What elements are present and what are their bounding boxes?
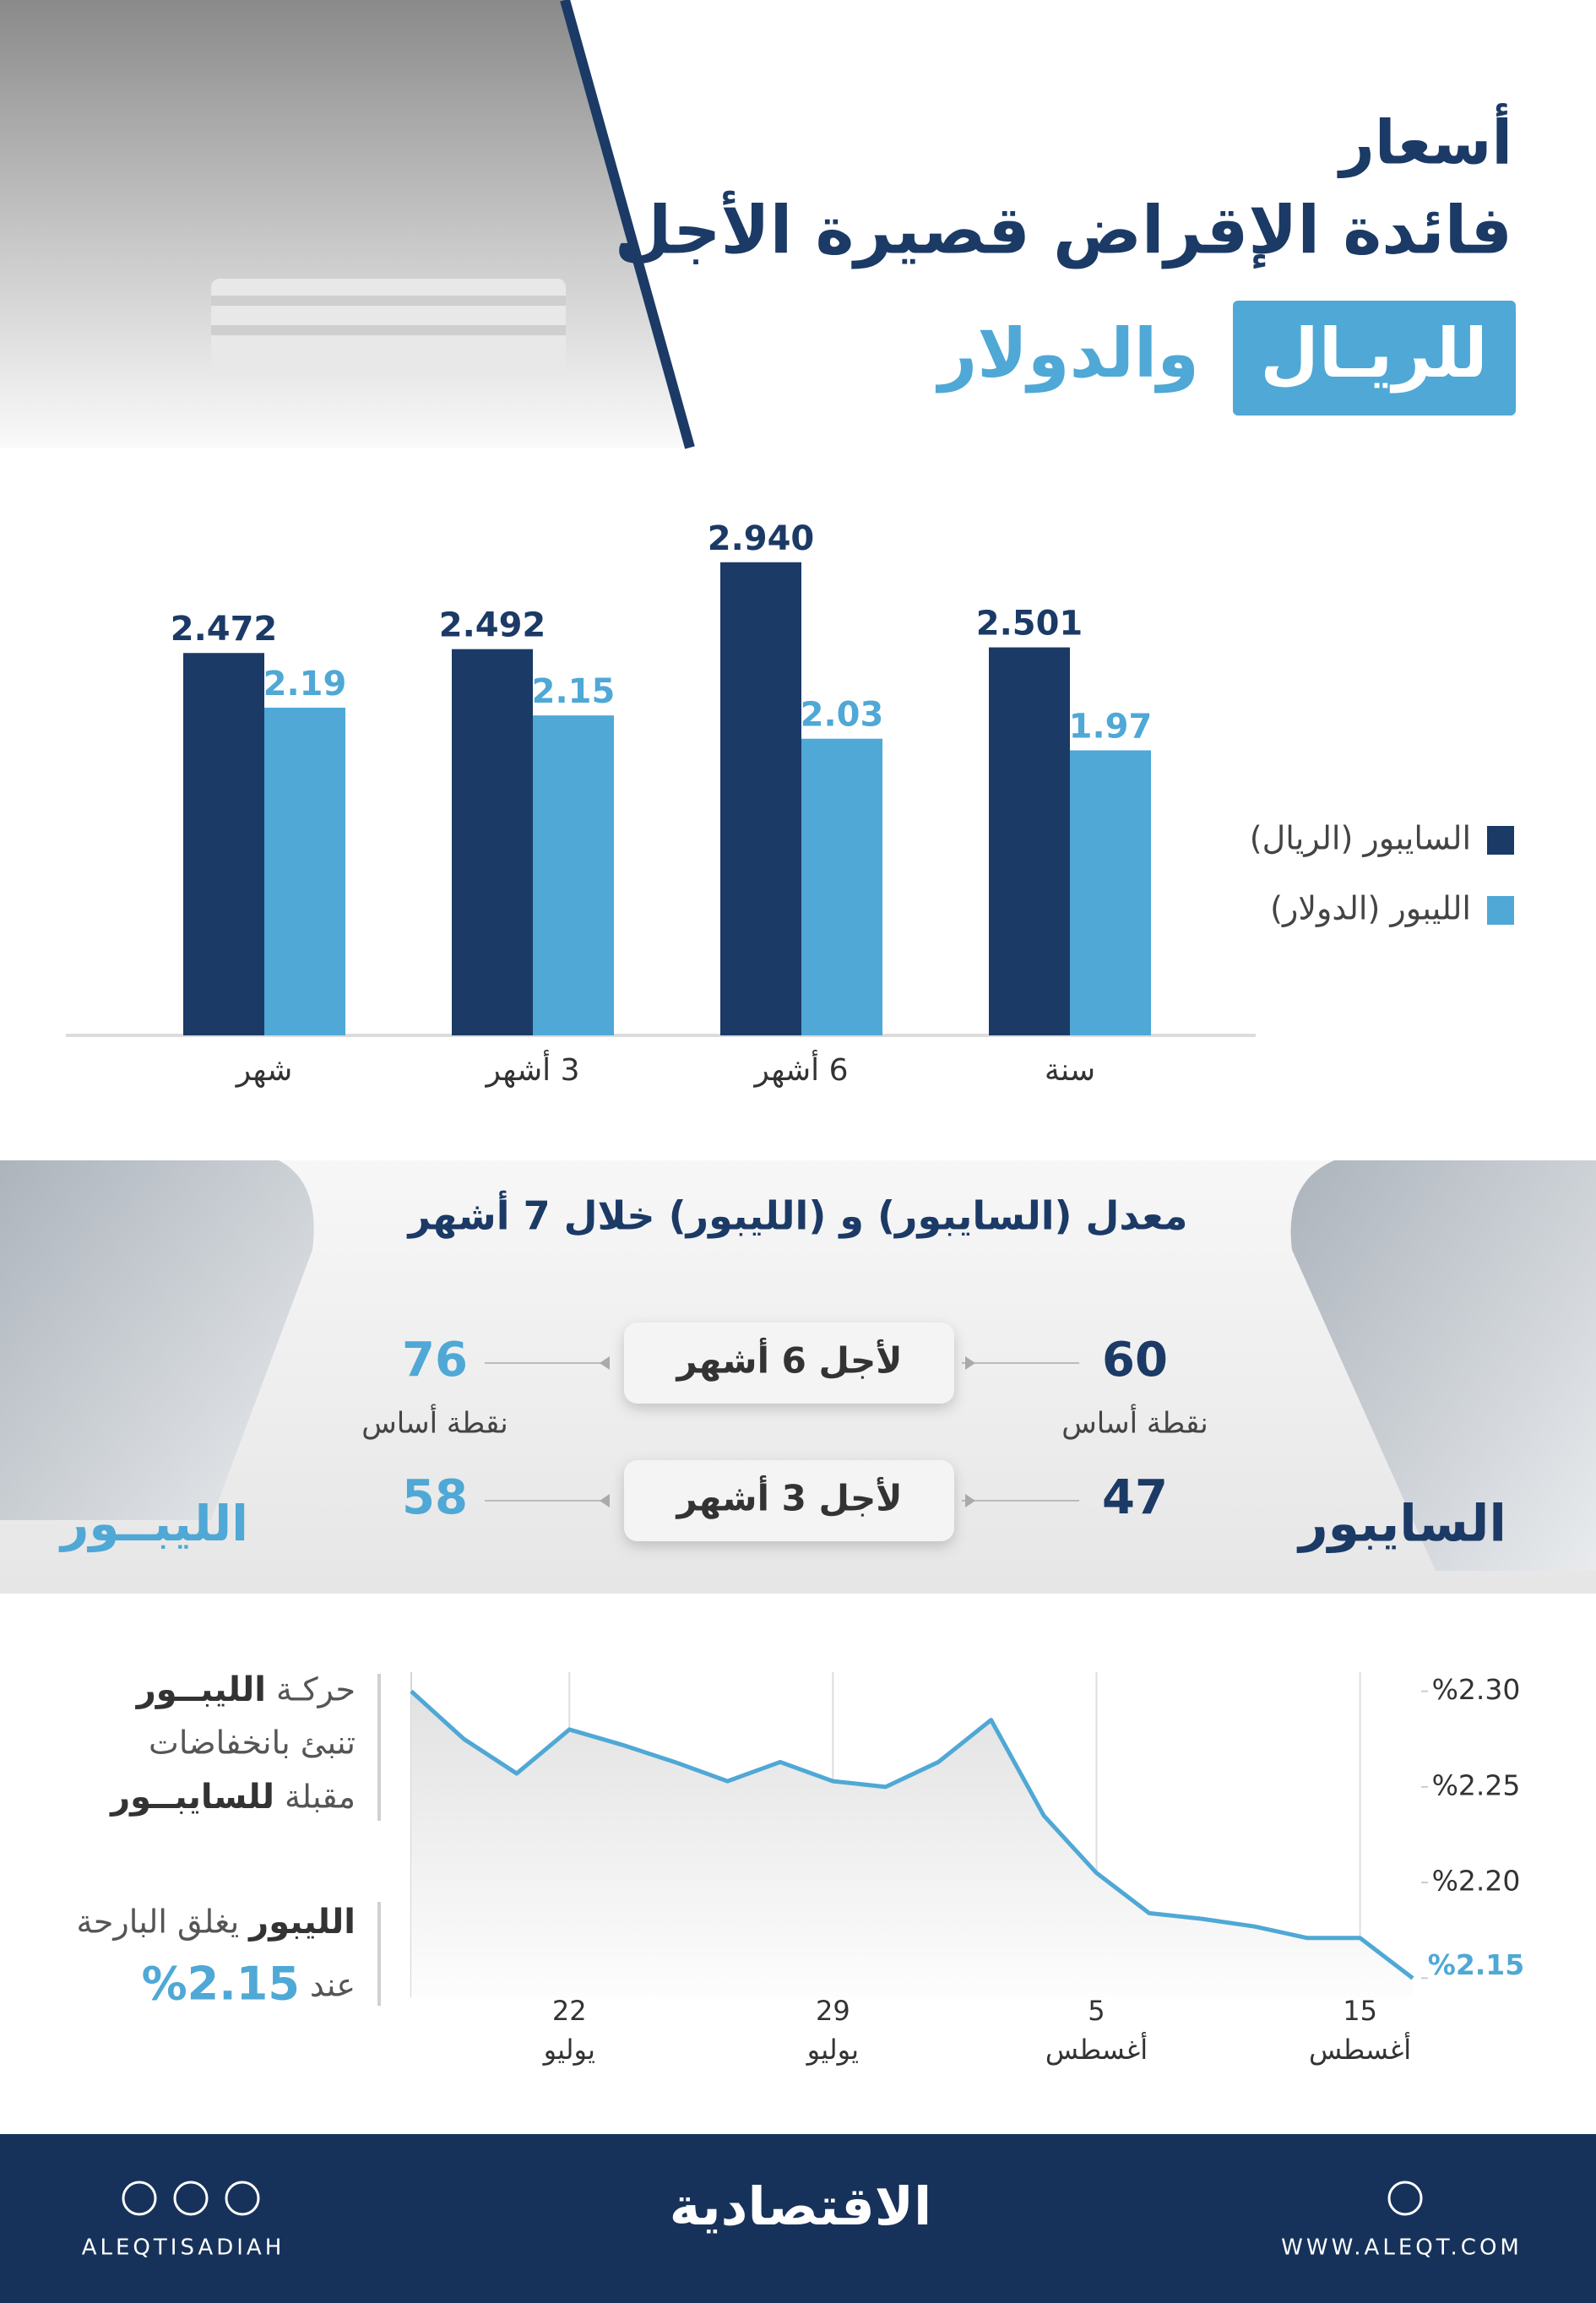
- x-tick-label: 29 يوليو: [806, 1995, 860, 2066]
- note-text: للسايبــور: [109, 1778, 274, 1817]
- bar: [1070, 750, 1151, 1035]
- y-tick-label: %2.30: [1432, 1673, 1521, 1706]
- highlight-box: [1233, 301, 1516, 416]
- area: [411, 1691, 1413, 1997]
- value-label: 1.97: [1069, 707, 1153, 746]
- line: [410, 1689, 1414, 1980]
- arrow: [965, 1494, 975, 1507]
- note-text: يغلق البارحة: [77, 1904, 240, 1942]
- bar: [720, 562, 801, 1035]
- bar: [801, 738, 882, 1035]
- value-label: 2.501: [976, 605, 1083, 644]
- social-handle: ALEQTISADIAH: [82, 2235, 285, 2261]
- banknote-stack: [211, 296, 566, 306]
- dollar-image: [0, 1160, 314, 1520]
- unit: نقطة أساس: [361, 1404, 508, 1441]
- libor-label: الليبــور: [58, 1495, 248, 1553]
- saibor-value: 47: [1102, 1470, 1168, 1525]
- facebook-icon[interactable]: [173, 2181, 209, 2216]
- stats-title: معدل (السايبور) و (الليبور) خلال 7 أشهر: [407, 1191, 1188, 1239]
- saibor-value: 60: [1102, 1333, 1168, 1388]
- arrow: [600, 1494, 610, 1507]
- unit: نقطة أساس: [1061, 1404, 1208, 1441]
- note-text: عند: [310, 1967, 356, 2004]
- website-icon[interactable]: [1387, 2181, 1423, 2216]
- pill: [624, 1460, 954, 1541]
- value-label: 2.03: [801, 696, 884, 735]
- header-divider: [560, 0, 695, 449]
- x-tick-label: 15 أغسطس: [1308, 1995, 1412, 2066]
- x-tick-label: 6 أشهر: [753, 1050, 849, 1088]
- libor-value: 76: [402, 1333, 468, 1388]
- arrow: [600, 1356, 610, 1370]
- x-tick-label: 29 يوليو: [806, 1995, 860, 2066]
- title: أسعار: [1337, 103, 1512, 179]
- libor-value: 58: [402, 1470, 468, 1525]
- note-text: مقبلة: [285, 1779, 356, 1816]
- logo: الاقتصادية: [670, 2175, 931, 2237]
- website: WWW.ALEQT.COM: [1281, 2235, 1523, 2261]
- x-tick-label: 22 يوليو: [543, 1995, 595, 2066]
- x-tick-label: 22 يوليو: [543, 1995, 595, 2066]
- bar: [989, 647, 1070, 1035]
- pill-label: لأجل 3 أشهر: [675, 1475, 902, 1520]
- note-text: الليبــور: [135, 1670, 266, 1709]
- pill-label: لأجل 6 أشهر: [675, 1338, 902, 1382]
- riyal-image: [1290, 1160, 1596, 1571]
- y-tick-label: %2.20: [1432, 1865, 1521, 1898]
- footer: [0, 2134, 1596, 2303]
- value-label: 2.472: [171, 610, 278, 649]
- note-text: %2.15: [142, 1958, 300, 2011]
- x-tick-label: 15 أغسطس: [1308, 1995, 1412, 2066]
- legend-swatch: [1487, 826, 1514, 855]
- title-end: والدولار: [935, 314, 1199, 394]
- value-label: 2.940: [708, 519, 815, 558]
- arrow: [965, 1356, 975, 1370]
- note-text: حركـة: [276, 1671, 356, 1709]
- note-text: تنبئ بانخفاضات: [149, 1725, 356, 1762]
- pill: [624, 1323, 954, 1404]
- bar: [533, 715, 614, 1035]
- note-text: الليبور: [247, 1903, 356, 1942]
- x-tick-label: 3 أشهر: [485, 1050, 580, 1088]
- saibor-label: السايبور: [1296, 1495, 1506, 1554]
- legend-label: السايبور (الريال): [1250, 820, 1471, 858]
- value-label: 2.19: [263, 665, 347, 703]
- x-tick-label: شهر: [235, 1053, 293, 1088]
- value-label: 2.492: [439, 606, 546, 645]
- value-label: 2.15: [532, 672, 616, 711]
- x-tick-label: 5 أغسطس: [1045, 1995, 1148, 2066]
- bar: [183, 653, 264, 1035]
- bar: [264, 707, 345, 1035]
- y-tick-label: %2.15: [1428, 1948, 1525, 1981]
- legend-label: الليبور (الدولار): [1270, 890, 1471, 928]
- x-tick-label: 5 أغسطس: [1045, 1995, 1148, 2066]
- y-tick-label: %2.25: [1432, 1768, 1521, 1801]
- highlight: للريـال: [1260, 314, 1487, 394]
- x-tick-label: سنة: [1045, 1053, 1095, 1088]
- subtitle: فائدة الإقراض قصيرة الأجل: [615, 191, 1512, 269]
- legend-swatch: [1487, 896, 1514, 925]
- banknote-stack: [211, 325, 566, 335]
- bar: [452, 649, 533, 1035]
- instagram-icon[interactable]: [122, 2181, 157, 2216]
- twitter-icon[interactable]: [225, 2181, 260, 2216]
